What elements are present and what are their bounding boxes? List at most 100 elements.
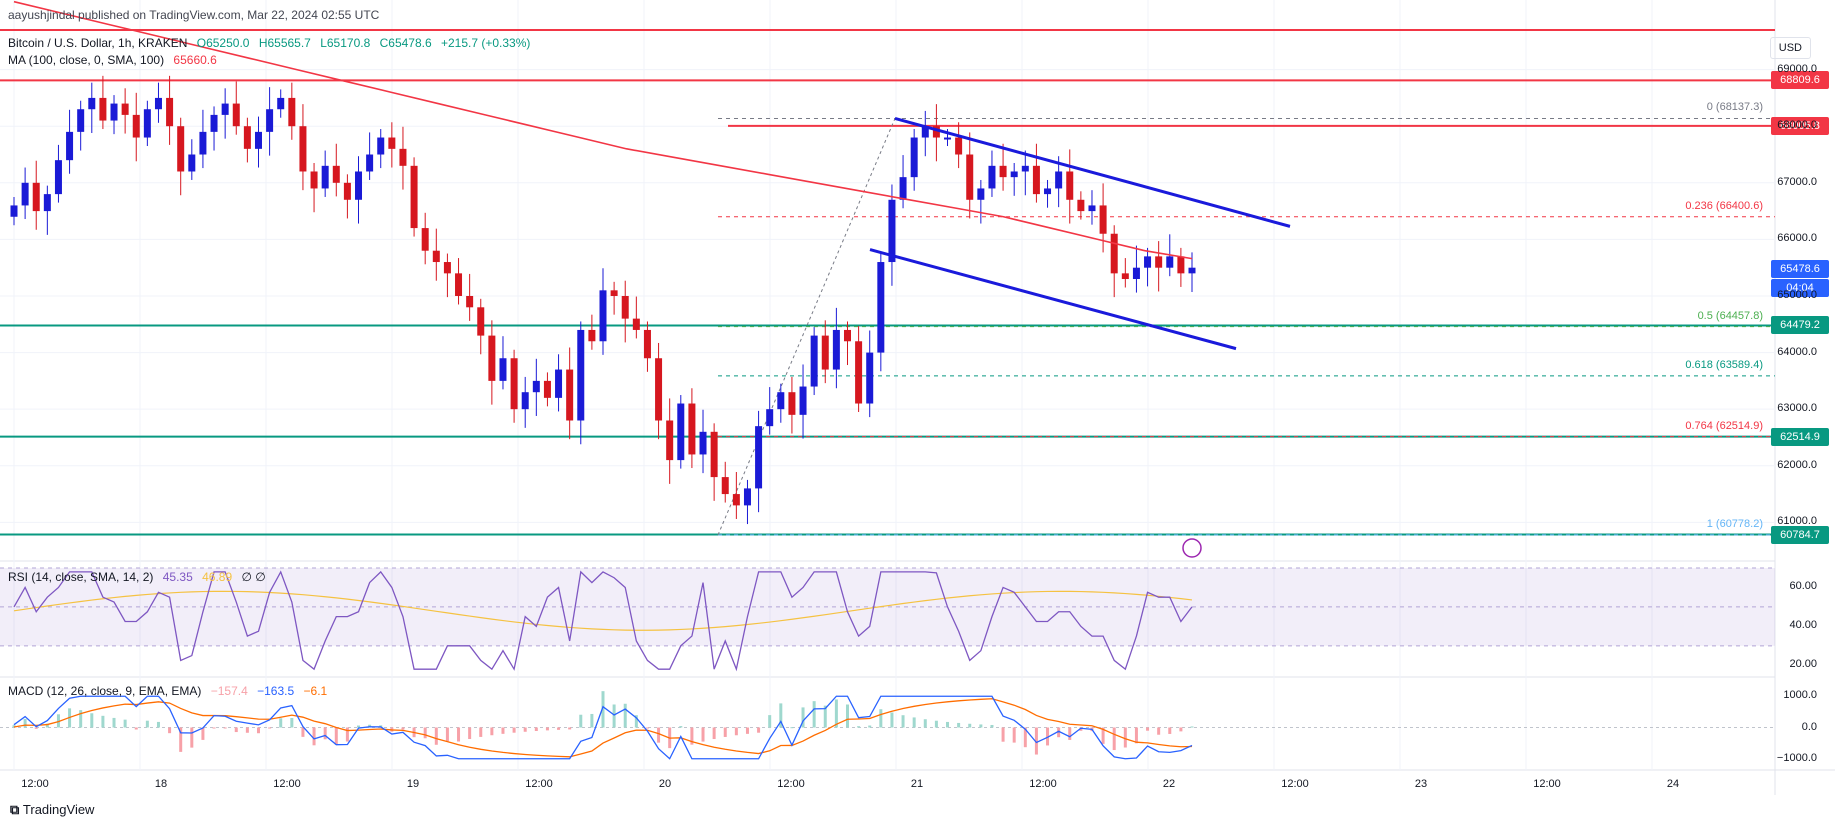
macd-histogram-bar bbox=[112, 717, 116, 728]
symbol-label: Bitcoin / U.S. Dollar, 1h, KRAKEN bbox=[8, 36, 188, 50]
macd-histogram-bar bbox=[1134, 727, 1138, 744]
macd-histogram-bar bbox=[690, 727, 694, 745]
macd-histogram-bar bbox=[1034, 727, 1038, 755]
macd-histogram-bar bbox=[423, 727, 427, 739]
time-axis-tick: 12:00 bbox=[777, 778, 805, 790]
macd-histogram-bar bbox=[323, 727, 327, 740]
candle-body bbox=[1166, 256, 1174, 268]
candle-body bbox=[66, 131, 74, 161]
macd-histogram-bar bbox=[134, 727, 138, 730]
currency-button[interactable]: USD bbox=[1769, 37, 1811, 59]
candle-body bbox=[143, 109, 151, 138]
macd-histogram-bar bbox=[1057, 727, 1061, 738]
macd-histogram-bar bbox=[434, 727, 438, 745]
macd-histogram-bar bbox=[234, 727, 238, 733]
candle-body bbox=[521, 392, 529, 410]
macd-histogram-bar bbox=[1157, 727, 1161, 735]
candle-body bbox=[1144, 256, 1152, 268]
candle-body bbox=[877, 262, 885, 353]
candle-body bbox=[1044, 188, 1052, 195]
time-axis-tick: 18 bbox=[154, 778, 168, 790]
macd-histogram-bar bbox=[657, 727, 661, 743]
time-axis-tick: 20 bbox=[658, 778, 672, 790]
macd-histogram-bar bbox=[268, 727, 272, 729]
candle-body bbox=[477, 307, 485, 336]
macd-histogram-bar bbox=[201, 727, 205, 740]
price-axis-tag: 62514.9 bbox=[1771, 427, 1829, 446]
candle-body bbox=[655, 358, 663, 421]
macd-histogram-bar bbox=[634, 715, 638, 728]
candle-body bbox=[32, 182, 40, 212]
ohlc-change: +215.7 (+0.33%) bbox=[441, 36, 531, 50]
macd-histogram-bar bbox=[912, 717, 916, 728]
candle-body bbox=[666, 420, 674, 461]
candle-body bbox=[166, 97, 174, 127]
candle-body bbox=[1177, 256, 1185, 274]
time-axis-tick: 12:00 bbox=[21, 778, 49, 790]
candle-body bbox=[588, 329, 596, 342]
macd-histogram-bar bbox=[845, 704, 849, 728]
fib-level-label: 1 (60778.2) bbox=[1706, 517, 1763, 530]
price-axis-tick: 62000.0 bbox=[1777, 458, 1817, 471]
candle-body bbox=[1055, 171, 1063, 189]
fib-level-label: 0.5 (64457.8) bbox=[1697, 309, 1763, 322]
macd-histogram-bar bbox=[168, 727, 172, 734]
candle-body bbox=[410, 165, 418, 229]
macd-histogram-bar bbox=[812, 701, 816, 728]
macd-histogram-bar bbox=[801, 707, 805, 728]
macd-histogram-bar bbox=[1079, 727, 1083, 731]
candle-body bbox=[232, 103, 240, 127]
time-axis-tick: 24 bbox=[1666, 778, 1680, 790]
macd-histogram-bar bbox=[757, 727, 761, 733]
candle-body bbox=[755, 426, 763, 489]
macd-histogram-bar bbox=[90, 713, 94, 728]
macd-histogram-bar bbox=[501, 727, 505, 734]
candle-body bbox=[743, 488, 751, 506]
publisher-line: aayushjindal published on TradingView.co… bbox=[8, 8, 380, 22]
fib-level-label: 0 (68137.3) bbox=[1706, 101, 1763, 114]
candle-body bbox=[466, 295, 474, 308]
lightning-icon bbox=[1182, 538, 1202, 558]
candle-body bbox=[366, 154, 374, 172]
macd-histogram-bar bbox=[545, 727, 549, 731]
candle-body bbox=[288, 97, 296, 127]
rsi-value: 45.35 bbox=[162, 570, 193, 584]
macd-histogram-bar bbox=[145, 720, 149, 728]
ma-value: 65660.6 bbox=[173, 53, 217, 67]
candle-body bbox=[1155, 256, 1163, 268]
macd-legend: MACD (12, 26, close, 9, EMA, EMA) −157.4… bbox=[8, 684, 333, 698]
candle-body bbox=[955, 137, 963, 155]
price-axis-tick: 67000.0 bbox=[1777, 175, 1817, 188]
macd-histogram-bar bbox=[23, 718, 27, 728]
candle-body bbox=[110, 103, 118, 121]
candle-body bbox=[921, 126, 929, 138]
candle-body bbox=[577, 329, 585, 421]
candle-body bbox=[10, 205, 18, 217]
macd-histogram-bar bbox=[212, 727, 216, 729]
tradingview-logo[interactable]: ⧉ TradingView bbox=[10, 802, 94, 818]
macd-histogram-bar bbox=[1068, 727, 1072, 740]
macd-histogram-bar bbox=[45, 723, 49, 728]
time-axis-tick: 12:00 bbox=[525, 778, 553, 790]
macd-histogram-bar bbox=[79, 710, 83, 728]
macd-line bbox=[13, 695, 1193, 760]
macd-histogram-bar bbox=[645, 727, 649, 729]
time-axis-tick: 22 bbox=[1162, 778, 1176, 790]
macd-histogram-bar bbox=[1146, 727, 1150, 731]
candle-body bbox=[855, 341, 863, 404]
candle-body bbox=[510, 358, 518, 410]
rsi-legend: RSI (14, close, SMA, 14, 2) 45.35 46.89 … bbox=[8, 570, 272, 584]
candle-body bbox=[254, 131, 262, 149]
rsi-line bbox=[13, 570, 1193, 672]
candle-body bbox=[1099, 205, 1107, 234]
fib-level-label: 0.618 (63589.4) bbox=[1685, 358, 1763, 371]
candle-body bbox=[699, 431, 707, 455]
macd-histogram-bar bbox=[712, 727, 716, 740]
macd-histogram-bar bbox=[946, 721, 950, 728]
macd-histogram-bar bbox=[968, 723, 972, 728]
candle-body bbox=[532, 380, 540, 393]
macd-histogram-bar bbox=[590, 713, 594, 728]
macd-histogram-bar bbox=[101, 715, 105, 728]
macd-histogram-bar bbox=[790, 727, 794, 729]
